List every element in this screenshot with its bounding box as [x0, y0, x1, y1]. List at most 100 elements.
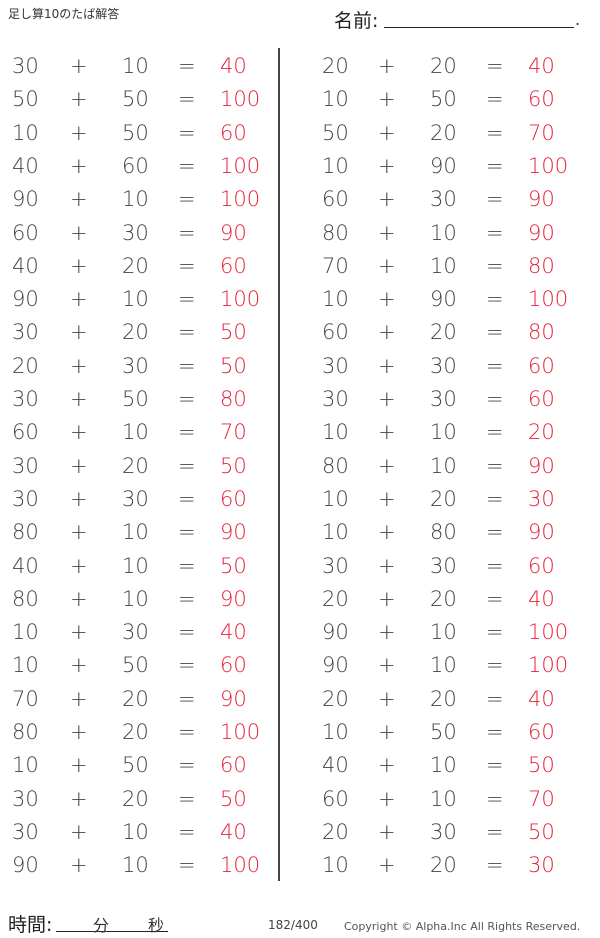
equals-sign: = — [178, 320, 196, 345]
answer: 80 — [528, 253, 555, 278]
addend-b: 30 — [430, 353, 457, 378]
addend-a: 10 — [322, 853, 349, 878]
equals-sign: = — [486, 420, 504, 445]
answer: 50 — [528, 753, 555, 778]
addend-b: 20 — [122, 453, 149, 478]
answer: 100 — [220, 187, 261, 212]
equals-sign: = — [178, 220, 196, 245]
plus-sign: + — [378, 220, 396, 245]
plus-sign: + — [378, 753, 396, 778]
equals-sign: = — [178, 720, 196, 744]
answer: 100 — [528, 653, 569, 678]
addend-b: 10 — [122, 420, 149, 445]
answer: 100 — [220, 287, 261, 312]
answer: 60 — [220, 653, 247, 678]
equals-sign: = — [486, 87, 504, 112]
answer: 90 — [220, 520, 247, 545]
addend-a: 10 — [322, 720, 349, 744]
plus-sign: + — [70, 620, 88, 645]
plus-sign: + — [70, 220, 88, 245]
addend-a: 70 — [12, 686, 39, 711]
addend-b: 50 — [122, 753, 149, 778]
equals-sign: = — [178, 87, 196, 112]
answer: 90 — [220, 686, 247, 711]
equals-sign: = — [486, 54, 504, 78]
equals-sign: = — [486, 586, 504, 611]
addend-a: 90 — [12, 187, 39, 212]
addend-b: 50 — [122, 120, 149, 145]
answer: 50 — [220, 353, 247, 378]
plus-sign: + — [70, 320, 88, 345]
equals-sign: = — [178, 153, 196, 178]
equals-sign: = — [178, 353, 196, 378]
plus-sign: + — [378, 486, 396, 511]
plus-sign: + — [378, 720, 396, 744]
addend-b: 50 — [430, 87, 457, 112]
answer: 70 — [528, 120, 555, 145]
name-end-dot: . — [575, 10, 581, 29]
addend-b: 10 — [430, 220, 457, 245]
equals-sign: = — [178, 620, 196, 645]
addend-a: 30 — [322, 353, 349, 378]
equals-sign: = — [486, 620, 504, 645]
addend-a: 70 — [322, 253, 349, 278]
addend-a: 10 — [12, 753, 39, 778]
addend-b: 10 — [122, 54, 149, 78]
addend-b: 30 — [122, 620, 149, 645]
addend-b: 10 — [122, 819, 149, 844]
answer: 90 — [528, 220, 555, 245]
answer: 40 — [528, 686, 555, 711]
addend-b: 20 — [122, 686, 149, 711]
equals-sign: = — [486, 853, 504, 878]
answer: 60 — [528, 387, 555, 411]
addend-a: 10 — [322, 520, 349, 545]
answer: 40 — [220, 54, 247, 78]
addend-b: 10 — [430, 653, 457, 678]
answer: 90 — [528, 187, 555, 212]
answer: 20 — [528, 420, 555, 445]
addend-b: 10 — [430, 620, 457, 645]
addend-b: 20 — [430, 320, 457, 345]
addend-b: 10 — [122, 853, 149, 878]
plus-sign: + — [70, 853, 88, 878]
equals-sign: = — [486, 153, 504, 178]
seconds-label: 秒 — [148, 916, 165, 935]
column-divider — [278, 48, 280, 881]
addend-a: 60 — [322, 786, 349, 811]
addend-a: 30 — [12, 819, 39, 844]
plus-sign: + — [70, 120, 88, 145]
addend-a: 30 — [12, 486, 39, 511]
plus-sign: + — [378, 287, 396, 312]
plus-sign: + — [70, 453, 88, 478]
plus-sign: + — [378, 520, 396, 545]
addend-a: 30 — [12, 54, 39, 78]
plus-sign: + — [70, 287, 88, 312]
plus-sign: + — [378, 686, 396, 711]
equals-sign: = — [486, 553, 504, 578]
addend-a: 60 — [12, 220, 39, 245]
worksheet-title: 足し算10のたば解答 — [8, 7, 120, 21]
addend-a: 60 — [12, 420, 39, 445]
answer: 50 — [220, 553, 247, 578]
answer: 100 — [528, 620, 569, 645]
plus-sign: + — [378, 87, 396, 112]
addend-b: 20 — [122, 786, 149, 811]
equals-sign: = — [178, 520, 196, 545]
plus-sign: + — [70, 54, 88, 78]
addend-a: 30 — [12, 786, 39, 811]
answer: 80 — [220, 387, 247, 411]
answer: 50 — [220, 786, 247, 811]
plus-sign: + — [378, 320, 396, 345]
addend-a: 80 — [322, 220, 349, 245]
plus-sign: + — [70, 520, 88, 545]
equals-sign: = — [178, 486, 196, 511]
name-field-line — [384, 27, 574, 28]
addend-a: 10 — [322, 420, 349, 445]
plus-sign: + — [70, 720, 88, 744]
equals-sign: = — [486, 653, 504, 678]
equals-sign: = — [486, 753, 504, 778]
time-label: 時間: — [8, 914, 53, 936]
answer: 90 — [528, 520, 555, 545]
equals-sign: = — [178, 653, 196, 678]
addend-b: 30 — [122, 353, 149, 378]
